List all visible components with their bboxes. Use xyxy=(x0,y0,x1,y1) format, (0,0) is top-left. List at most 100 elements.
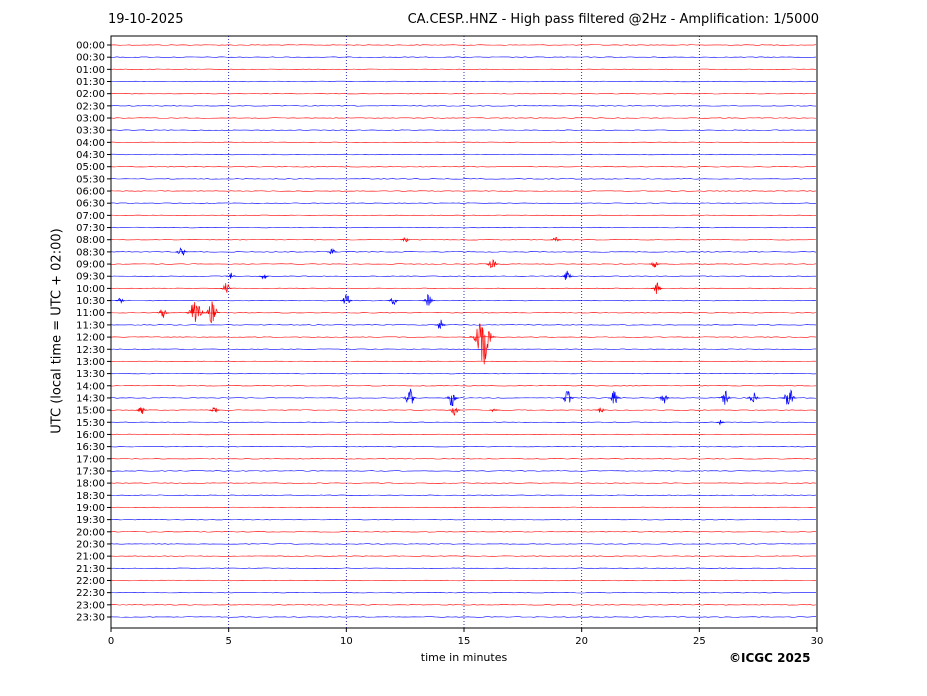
chart-title: CA.CESP..HNZ - High pass filtered @2Hz -… xyxy=(407,12,819,27)
y-tick-label: 14:00 xyxy=(76,381,105,392)
seismic-event xyxy=(185,302,206,322)
seismic-event xyxy=(208,406,220,413)
seismic-event xyxy=(156,309,169,318)
y-tick-label: 08:30 xyxy=(76,247,105,258)
events-layer xyxy=(115,236,797,426)
y-tick-label: 01:00 xyxy=(76,65,105,76)
seismic-event xyxy=(718,390,732,405)
y-tick-label: 08:00 xyxy=(76,235,105,246)
x-tick-label: 15 xyxy=(458,636,471,647)
y-tick-label: 22:30 xyxy=(76,588,105,599)
y-tick-label: 06:00 xyxy=(76,187,105,198)
trace-0430 xyxy=(110,153,817,156)
trace-0030 xyxy=(110,56,817,58)
trace-0500 xyxy=(110,166,817,168)
seismic-event xyxy=(422,293,436,306)
y-tick-label: 11:30 xyxy=(76,320,105,331)
trace-0800 xyxy=(110,239,817,241)
y-tick-label: 16:30 xyxy=(76,442,105,453)
y-tick-label: 22:00 xyxy=(76,576,105,587)
trace-1200 xyxy=(110,336,817,338)
y-tick-label: 13:30 xyxy=(76,369,105,380)
trace-1800 xyxy=(110,482,817,484)
y-tick-label: 05:30 xyxy=(76,174,105,185)
trace-0830 xyxy=(110,251,817,253)
trace-0530 xyxy=(110,178,817,180)
trace-0200 xyxy=(110,93,817,95)
y-tick-label: 16:00 xyxy=(76,430,105,441)
seismic-event xyxy=(258,274,270,280)
seismic-event xyxy=(399,237,411,243)
y-tick-label: 04:30 xyxy=(76,150,105,161)
trace-0130 xyxy=(110,80,817,83)
seismic-event xyxy=(648,261,660,269)
trace-1030 xyxy=(110,299,817,302)
y-tick-label: 01:30 xyxy=(76,77,105,88)
trace-1230 xyxy=(110,348,817,350)
seismic-event xyxy=(550,236,561,242)
trace-2230 xyxy=(110,591,817,594)
seismic-event xyxy=(469,323,497,365)
traces-layer xyxy=(110,44,817,618)
trace-0230 xyxy=(110,105,817,107)
y-tick-label: 18:30 xyxy=(76,491,105,502)
x-tick-label: 30 xyxy=(811,636,824,647)
grid-layer xyxy=(228,36,700,628)
trace-1530 xyxy=(110,421,817,423)
y-tick-label: 11:00 xyxy=(76,308,105,319)
y-tick-label: 07:00 xyxy=(76,211,105,222)
seismic-event xyxy=(747,392,760,403)
trace-0000 xyxy=(110,44,817,46)
y-tick-label: 23:30 xyxy=(76,612,105,623)
seismic-event xyxy=(489,408,500,413)
seismic-event xyxy=(715,419,725,426)
trace-1000 xyxy=(110,287,817,290)
plot-frame xyxy=(110,35,818,629)
seismic-event xyxy=(485,258,499,269)
trace-0930 xyxy=(110,275,817,277)
y-tick-label: 04:00 xyxy=(76,138,105,149)
y-tick-label: 00:00 xyxy=(76,41,105,52)
trace-0730 xyxy=(110,226,817,229)
trace-0600 xyxy=(110,190,817,192)
trace-1330 xyxy=(110,372,817,375)
y-tick-label: 20:30 xyxy=(76,539,105,550)
seismic-event xyxy=(561,270,574,280)
trace-1700 xyxy=(110,458,817,460)
y-tick-label: 00:30 xyxy=(76,53,105,64)
y-tick-label: 15:30 xyxy=(76,418,105,429)
x-tick-label: 20 xyxy=(575,636,588,647)
x-axis: 0 5 10 15 20 25 30 xyxy=(108,628,824,647)
trace-0300 xyxy=(110,117,817,119)
y-tick-label: 09:00 xyxy=(76,260,105,271)
seismic-event xyxy=(434,319,446,330)
y-tick-label: 19:00 xyxy=(76,503,105,514)
trace-0900 xyxy=(110,263,817,265)
seismic-event xyxy=(115,297,126,304)
y-tick-label: 20:00 xyxy=(76,527,105,538)
y-tick-label: 17:00 xyxy=(76,454,105,465)
y-tick-label: 21:30 xyxy=(76,564,105,575)
y-tick-label: 13:00 xyxy=(76,357,105,368)
trace-2300 xyxy=(110,604,817,606)
y-tick-label: 03:30 xyxy=(76,126,105,137)
seismic-event xyxy=(402,388,417,404)
trace-1830 xyxy=(110,494,817,496)
y-tick-label: 23:00 xyxy=(76,600,105,611)
trace-1130 xyxy=(110,324,817,326)
trace-2130 xyxy=(110,567,817,569)
seismic-event xyxy=(175,247,188,256)
y-tick-label: 02:30 xyxy=(76,101,105,112)
x-tick-label: 5 xyxy=(225,636,231,647)
y-tick-label: 03:00 xyxy=(76,114,105,125)
trace-2030 xyxy=(110,543,817,545)
y-tick-label: 05:00 xyxy=(76,162,105,173)
seismic-event xyxy=(225,272,237,279)
y-tick-label: 06:30 xyxy=(76,199,105,210)
y-tick-label: 12:00 xyxy=(76,333,105,344)
trace-1930 xyxy=(110,518,817,521)
y-tick-label: 19:30 xyxy=(76,515,105,526)
y-tick-label: 14:30 xyxy=(76,393,105,404)
trace-2330 xyxy=(110,616,817,618)
